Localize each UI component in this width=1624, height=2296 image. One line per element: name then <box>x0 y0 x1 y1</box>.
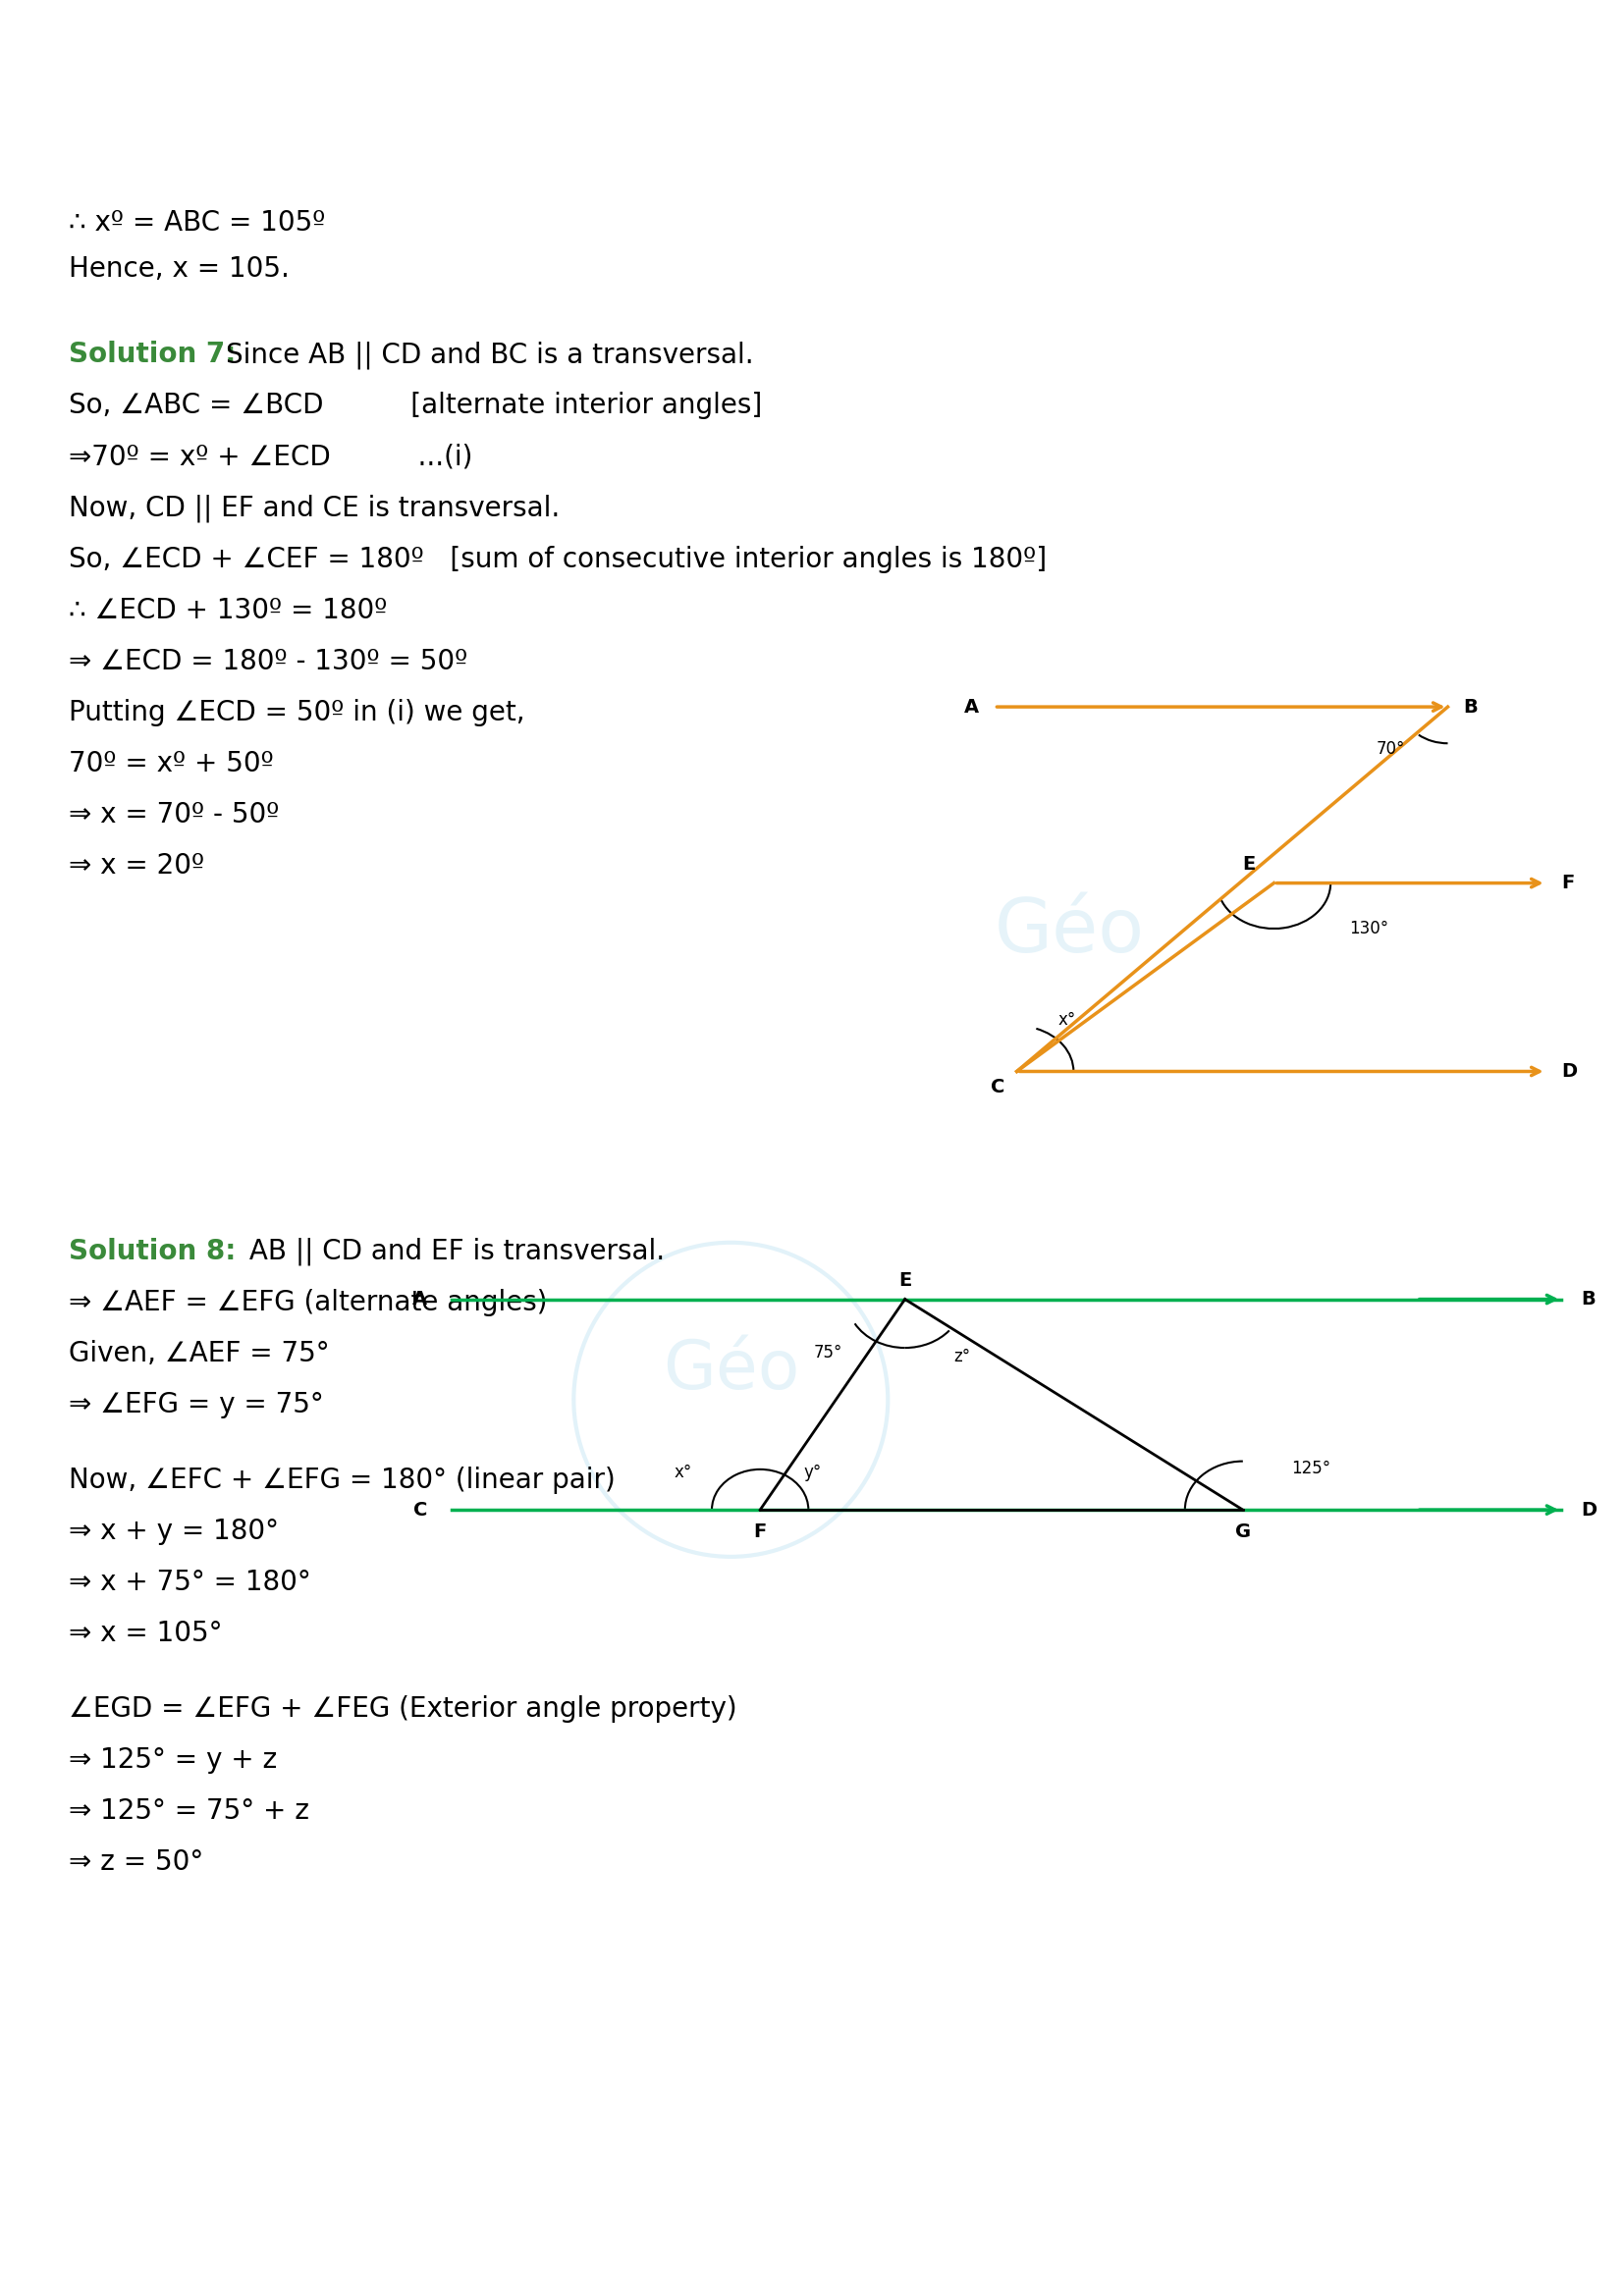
Text: ⇒ x = 70º - 50º: ⇒ x = 70º - 50º <box>68 801 279 829</box>
Text: x°: x° <box>1059 1010 1077 1029</box>
Text: z°: z° <box>953 1348 970 1366</box>
Text: ⇒ 125° = 75° + z: ⇒ 125° = 75° + z <box>68 1798 309 1825</box>
Text: C: C <box>412 1502 427 1520</box>
Text: F: F <box>754 1522 767 1541</box>
Text: ⇒ ∠ECD = 180º - 130º = 50º: ⇒ ∠ECD = 180º - 130º = 50º <box>68 647 468 675</box>
Text: ⇒ x + y = 180°: ⇒ x + y = 180° <box>68 1518 279 1545</box>
Text: Now, ∠EFC + ∠EFG = 180° (linear pair): Now, ∠EFC + ∠EFG = 180° (linear pair) <box>68 1467 615 1495</box>
Text: E: E <box>898 1272 911 1290</box>
Text: Solution 8:: Solution 8: <box>68 1238 235 1265</box>
Text: A: A <box>965 698 979 716</box>
Text: D: D <box>1580 1502 1596 1520</box>
Text: ⇒70º = xº + ∠ECD          ...(i): ⇒70º = xº + ∠ECD ...(i) <box>68 443 473 471</box>
Text: B: B <box>1580 1290 1595 1309</box>
Text: So, ∠ABC = ∠BCD          [alternate interior angles]: So, ∠ABC = ∠BCD [alternate interior angl… <box>68 393 762 420</box>
Text: Géo: Géo <box>663 1336 799 1403</box>
Text: C: C <box>991 1077 1005 1095</box>
Text: So, ∠ECD + ∠CEF = 180º   [sum of consecutive interior angles is 180º]: So, ∠ECD + ∠CEF = 180º [sum of consecuti… <box>68 546 1047 572</box>
Text: D: D <box>1561 1063 1577 1081</box>
Text: 125°: 125° <box>1291 1460 1330 1476</box>
Text: Page 4 of 16: Page 4 of 16 <box>744 2241 880 2264</box>
Text: A: A <box>412 1290 427 1309</box>
Text: 70º = xº + 50º: 70º = xº + 50º <box>68 748 274 776</box>
Text: G: G <box>1234 1522 1250 1541</box>
Text: Given, ∠AEF = 75°: Given, ∠AEF = 75° <box>68 1341 330 1366</box>
Text: 130°: 130° <box>1350 918 1389 937</box>
Text: ∠EGD = ∠EFG + ∠FEG (Exterior angle property): ∠EGD = ∠EFG + ∠FEG (Exterior angle prope… <box>68 1694 737 1722</box>
Text: ⇒ x + 75° = 180°: ⇒ x + 75° = 180° <box>68 1568 312 1596</box>
Text: E: E <box>1242 856 1255 875</box>
Text: ⇒ x = 20º: ⇒ x = 20º <box>68 852 205 879</box>
Text: Class - 9: Class - 9 <box>747 25 877 51</box>
Text: Now, CD || EF and CE is transversal.: Now, CD || EF and CE is transversal. <box>68 494 560 521</box>
Text: Solution 7:: Solution 7: <box>68 342 235 370</box>
Text: ⇒ 125° = y + z: ⇒ 125° = y + z <box>68 1747 278 1775</box>
Text: Géo: Géo <box>994 895 1145 969</box>
Text: Putting ∠ECD = 50º in (i) we get,: Putting ∠ECD = 50º in (i) we get, <box>68 698 525 726</box>
Text: x°: x° <box>674 1465 692 1481</box>
Text: Since AB || CD and BC is a transversal.: Since AB || CD and BC is a transversal. <box>226 342 754 370</box>
Text: RS Aggarwal Solutions: RS Aggarwal Solutions <box>620 73 1004 106</box>
Text: AB || CD and EF is transversal.: AB || CD and EF is transversal. <box>240 1238 664 1265</box>
Text: Hence, x = 105.: Hence, x = 105. <box>68 255 289 282</box>
Text: ⇒ x = 105°: ⇒ x = 105° <box>68 1619 222 1646</box>
Text: ∴ xº = ABC = 105º: ∴ xº = ABC = 105º <box>68 209 325 236</box>
Text: Chapter 7: Lines and Angles: Chapter 7: Lines and Angles <box>596 133 1028 161</box>
Text: ⇒ z = 50°: ⇒ z = 50° <box>68 1848 203 1876</box>
Text: B: B <box>1463 698 1478 716</box>
Text: 70°: 70° <box>1377 739 1405 758</box>
Text: ∴ ∠ECD + 130º = 180º: ∴ ∠ECD + 130º = 180º <box>68 597 387 625</box>
Text: 75°: 75° <box>814 1343 843 1362</box>
Text: y°: y° <box>804 1465 822 1481</box>
Text: Study Path: Study Path <box>60 149 110 158</box>
Text: ⇒ ∠EFG = y = 75°: ⇒ ∠EFG = y = 75° <box>68 1391 323 1419</box>
Text: ⇒ ∠AEF = ∠EFG (alternate angles): ⇒ ∠AEF = ∠EFG (alternate angles) <box>68 1288 547 1316</box>
Text: F: F <box>1561 875 1574 893</box>
